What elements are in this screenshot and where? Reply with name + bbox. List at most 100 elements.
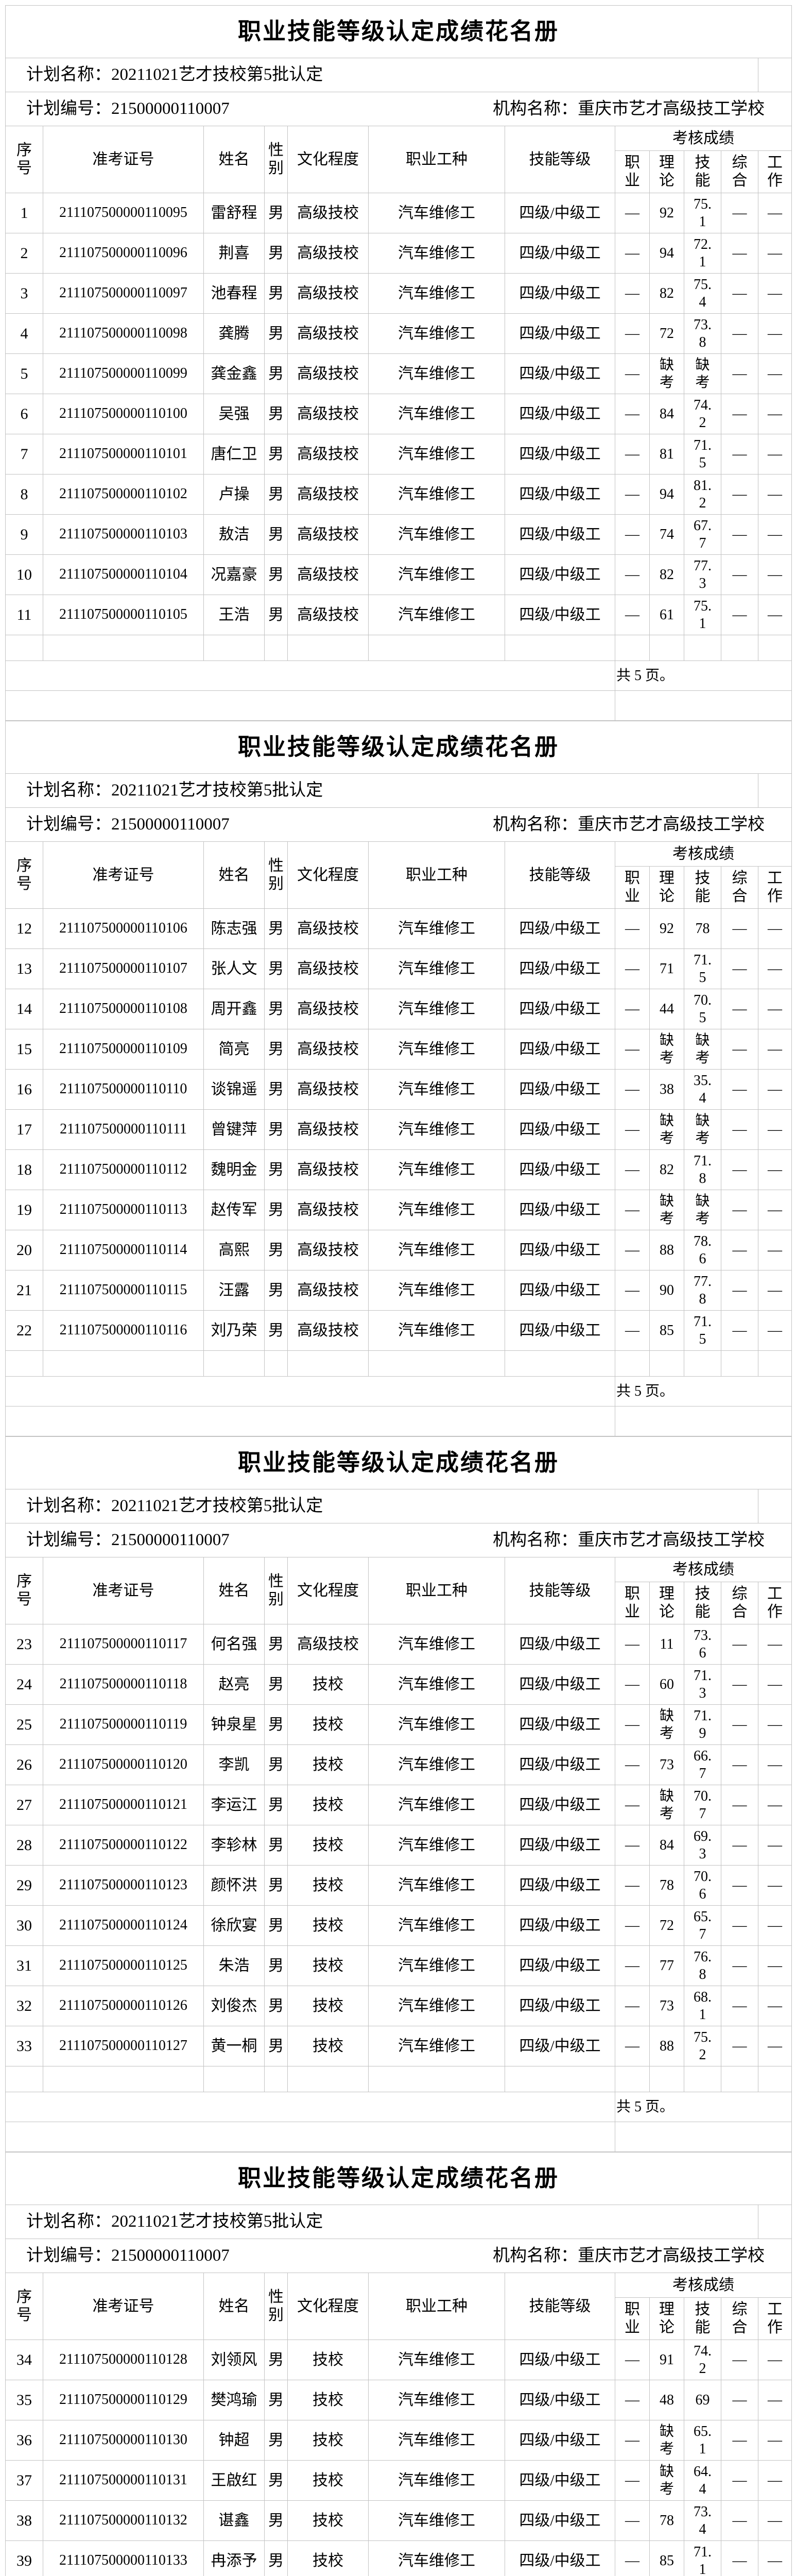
score-skill-cell: 73.8 (684, 313, 721, 354)
name-cell: 荆喜 (203, 233, 265, 274)
score-occupation-cell: — (615, 1624, 650, 1665)
score-theory-cell: 74 (649, 514, 684, 555)
spacer-cell (684, 1350, 721, 1377)
occupation-cell: 汽车维修工 (368, 2540, 505, 2576)
col-header-score-comprehensive: 综 合 (721, 2297, 758, 2340)
gender-cell: 男 (264, 595, 288, 635)
occupation-cell: 汽车维修工 (368, 1230, 505, 1270)
serial-cell: 38 (5, 2500, 43, 2541)
education-cell: 高级技校 (287, 313, 369, 354)
score-skill-cell: 81.2 (684, 474, 721, 515)
table-row: 30 211107500000110124 徐欣宴男技校 汽车维修工 四级/中级工 —72… (5, 1905, 792, 1946)
gender-cell: 男 (264, 394, 288, 434)
score-skill-cell: 70.7 (684, 1785, 721, 1825)
score-skill-cell: 67.7 (684, 514, 721, 555)
score-work-cell: — (757, 1149, 792, 1190)
col-header-score-skill: 技 能 (684, 2297, 721, 2340)
serial-cell: 20 (5, 1230, 43, 1270)
spacer-cell (757, 1350, 792, 1377)
name-cell: 赵亮 (203, 1664, 265, 1705)
table-row: 14 211107500000110108 周开鑫男高级技校 汽车维修工 四级/中级工 —… (5, 989, 792, 1029)
table-row: 6 211107500000110100 吴强男高级技校 汽车维修工 四级/中级工 —84… (5, 394, 792, 434)
ticket-cell: 211107500000110097 (43, 273, 204, 314)
table-row: 38 211107500000110132 谌鑫男技校 汽车维修工 四级/中级工 —78 7… (5, 2500, 792, 2541)
serial-cell: 30 (5, 1905, 43, 1946)
col-header-serial: 序 号 (5, 841, 43, 909)
col-header-level: 技能等级 (505, 1557, 615, 1624)
table-row: 10 211107500000110104 况嘉豪男高级技校 汽车维修工 四级/中级工 —… (5, 554, 792, 595)
level-cell: 四级/中级工 (505, 273, 615, 314)
score-theory-cell: 84 (649, 1825, 684, 1866)
score-skill-cell: 缺考 (684, 353, 721, 394)
occupation-cell: 汽车维修工 (368, 1270, 505, 1311)
ticket-cell: 211107500000110117 (43, 1624, 204, 1665)
col-header-score-group: 考核成绩 (614, 126, 792, 151)
spacer-cell (43, 2066, 204, 2092)
score-skill-cell: 75.1 (684, 595, 721, 635)
bottom-empty-cell-left (5, 2122, 615, 2152)
col-header-education: 文化程度 (287, 2273, 369, 2340)
spacer-cell (5, 635, 43, 661)
score-theory-cell: 85 (649, 2540, 684, 2576)
education-cell: 技校 (287, 2540, 369, 2576)
score-skill-cell: 缺考 (684, 1190, 721, 1230)
name-cell: 汪露 (203, 1270, 265, 1311)
score-skill-cell: 缺考 (684, 1109, 721, 1150)
spacer-cell (505, 1350, 615, 1377)
table-row: 11 211107500000110105 王浩男高级技校 汽车维修工 四级/中级工 —6… (5, 595, 792, 635)
plan-number: 计划编号：21500000110007 (26, 99, 230, 118)
spacer-cell (649, 1350, 684, 1377)
score-work-cell: — (757, 1664, 792, 1705)
plan-name-row: 计划名称：20211021艺才技校第5批认定 (5, 773, 792, 808)
name-cell: 黄一桐 (203, 2026, 265, 2066)
score-theory-cell: 缺考 (649, 1109, 684, 1150)
ticket-cell: 211107500000110099 (43, 353, 204, 394)
score-theory-cell: 84 (649, 394, 684, 434)
page-footer-row: 共 5 页。 (5, 660, 792, 691)
ticket-cell: 211107500000110101 (43, 434, 204, 474)
name-cell: 李凯 (203, 1744, 265, 1785)
table-row: 39 211107500000110133 冉添予男技校 汽车维修工 四级/中级工 —85… (5, 2540, 792, 2576)
plan-name-row: 计划名称：20211021艺才技校第5批认定 (5, 1489, 792, 1523)
occupation-cell: 汽车维修工 (368, 948, 505, 989)
score-comprehensive-cell: — (721, 514, 758, 555)
level-cell: 四级/中级工 (505, 554, 615, 595)
gender-cell: 男 (264, 1109, 288, 1150)
score-work-cell: — (757, 1704, 792, 1745)
level-cell: 四级/中级工 (505, 1190, 615, 1230)
name-cell: 敖洁 (203, 514, 265, 555)
name-cell: 龚腾 (203, 313, 265, 354)
score-subheader-row: 职 业理 论技 能综 合工 作 (6, 1582, 792, 1624)
name-cell: 吴强 (203, 394, 265, 434)
ticket-cell: 211107500000110107 (43, 948, 204, 989)
serial-cell: 39 (5, 2540, 43, 2576)
score-occupation-cell: — (615, 948, 650, 989)
score-work-cell: — (757, 394, 792, 434)
col-header-score-comprehensive: 综 合 (721, 150, 758, 193)
serial-cell: 34 (5, 2340, 43, 2380)
ticket-cell: 211107500000110114 (43, 1230, 204, 1270)
table-row: 33 211107500000110127 黄一桐男技校 汽车维修工 四级/中级工 —88… (5, 2026, 792, 2066)
page-footer-row: 共 5 页。 (5, 1376, 792, 1406)
ticket-cell: 211107500000110133 (43, 2540, 204, 2576)
score-comprehensive-cell: — (721, 1704, 758, 1745)
level-cell: 四级/中级工 (505, 595, 615, 635)
table-row: 23 211107500000110117 何名强男高级技校 汽车维修工 四级/中级工 —… (5, 1624, 792, 1665)
score-work-cell: — (757, 1986, 792, 2026)
ticket-cell: 211107500000110095 (43, 193, 204, 233)
score-work-cell: — (757, 1310, 792, 1351)
plan-name-end-cell (757, 58, 792, 92)
table-header-row: 序 号准考证号 姓名性 别文化程度 职业工种 技能等级 考核成绩 (5, 841, 792, 909)
score-comprehensive-cell: — (721, 2460, 758, 2501)
education-cell: 技校 (287, 1905, 369, 1946)
score-occupation-cell: — (615, 1230, 650, 1270)
score-skill-cell: 71.8 (684, 1149, 721, 1190)
serial-cell: 2 (5, 233, 43, 274)
score-comprehensive-cell: — (721, 474, 758, 515)
score-comprehensive-cell: — (721, 193, 758, 233)
table-header-row: 序 号准考证号 姓名性 别文化程度 职业工种 技能等级 考核成绩 (5, 2273, 792, 2340)
score-skill-cell: 76.8 (684, 1945, 721, 1986)
name-cell: 王啟红 (203, 2460, 265, 2501)
plan-number: 计划编号：21500000110007 (26, 2246, 230, 2265)
gender-cell: 男 (264, 1069, 288, 1110)
